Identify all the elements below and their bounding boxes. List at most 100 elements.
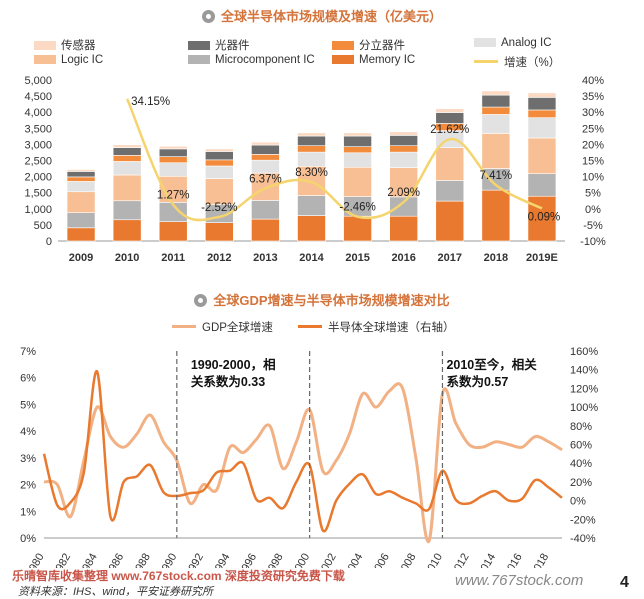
y-tick-label: 1% (20, 506, 36, 518)
legend-label: Microcomponent IC (215, 54, 315, 66)
bar-segment (205, 148, 234, 152)
bar-segment (251, 144, 280, 155)
y2-tick-label: -20% (570, 514, 596, 526)
bar-segment (112, 147, 142, 156)
legend-swatch (474, 38, 496, 47)
source-note: 资料来源：IHS、wind，平安证券研究所 (18, 586, 213, 598)
bar-segment (435, 108, 465, 113)
x-tick-label: 2012 (207, 252, 231, 264)
y2-tick-label: 40% (582, 75, 604, 87)
growth-data-label: 6.37% (249, 173, 282, 185)
annotation-1990-2000: 1990-2000，相 (191, 357, 276, 372)
bar-segment (205, 165, 234, 179)
bar-segment (389, 196, 418, 217)
bar-segment (481, 90, 511, 96)
bar-segment (205, 151, 234, 161)
bar-segment (251, 154, 280, 161)
y2-tick-label: 25% (582, 123, 604, 135)
gdp-growth-line (43, 382, 563, 544)
bar-segment (112, 200, 142, 221)
x-tick-label: 012 (452, 552, 472, 569)
x-tick-label: 988 (133, 552, 153, 569)
legend-swatch (188, 41, 210, 50)
bar-segment (251, 141, 280, 146)
growth-data-label: -2.46% (339, 202, 375, 214)
x-tick-label: 998 (266, 552, 286, 569)
y-tick-label: 5% (20, 399, 36, 411)
legend-label: 增速（%） (504, 57, 561, 69)
growth-data-label: 0.09% (528, 212, 561, 224)
y-tick-label: 0 (46, 236, 52, 248)
legend-label: Memory IC (359, 54, 416, 66)
bar-segment (66, 181, 96, 193)
growth-data-label: 7.41% (480, 170, 513, 182)
y-tick-label: 500 (34, 220, 52, 232)
semiconductor-growth-line (42, 370, 563, 533)
legend-line-swatch (474, 60, 498, 63)
y2-tick-label: 80% (570, 421, 592, 433)
bar-segment (158, 162, 188, 177)
chart1-title-text: 全球半导体市场规模及增速（亿美元） (220, 9, 442, 24)
y-tick-label: 3% (20, 453, 36, 465)
legend-swatch (332, 41, 354, 50)
y-tick-label: 6% (20, 373, 36, 385)
growth-data-label: 21.62% (430, 124, 469, 136)
x-tick-label: 2014 (299, 252, 324, 264)
bar-segment (66, 191, 96, 213)
chart2-plot: 0% 1% 2% 3% 4% 5% 6% 7% -40% -20% 0% 20% 40% 60% 80% 10… (20, 346, 598, 569)
bar-segment (66, 169, 96, 172)
legend-swatch (188, 55, 210, 64)
x-tick-label: 2010 (115, 252, 139, 264)
legend-item-discrete: 分立器件 (332, 37, 405, 53)
x-tick-label: 004 (346, 552, 366, 569)
bar-segment (343, 132, 372, 137)
bar-segment (343, 135, 372, 147)
legend-label: 光器件 (215, 40, 250, 52)
bar-segment (389, 131, 418, 136)
annotation-1990-2000: 关系数为0.33 (191, 374, 265, 389)
y-tick-label: 1,000 (24, 204, 52, 216)
chart2-title: 全球GDP增速与半导体市场规模增速对比 (0, 290, 644, 309)
chart2-title-text: 全球GDP增速与半导体市场规模增速对比 (213, 293, 450, 308)
y2-tick-label: 0% (570, 496, 586, 508)
y2-tick-label: 35% (582, 91, 604, 103)
x-tick-label: 014 (479, 552, 499, 569)
y-tick-label: 2,000 (24, 172, 52, 184)
bar-segment (112, 144, 142, 148)
y2-tick-label: 140% (570, 365, 598, 377)
x-tick-label: 2019E (526, 252, 558, 264)
x-tick-label: 984 (80, 552, 100, 569)
bar-segment (481, 114, 511, 134)
legend-item-semi: 半导体全球增速（右轴） (298, 319, 455, 335)
bar-segment (435, 200, 465, 242)
bar-segment (297, 135, 326, 146)
bar-segment (112, 219, 142, 242)
bar-segment (158, 148, 188, 157)
legend-item-logic: Logic IC (34, 54, 103, 66)
x-tick-label: 994 (213, 552, 233, 569)
annotation-2010-now: 2010至今，相关 (446, 357, 537, 372)
y2-tick-label: 5% (585, 188, 601, 200)
bar-segment (158, 221, 188, 242)
chart1-title: 全球半导体市场规模及增速（亿美元） (0, 6, 644, 25)
bar-segment (389, 167, 418, 198)
x-tick-label: 986 (107, 552, 127, 569)
bar-segment (251, 172, 280, 201)
bar-segment (158, 145, 188, 150)
bar-segment (527, 137, 557, 175)
bar-segment (205, 159, 234, 167)
bar-segment (527, 92, 557, 98)
y2-tick-label: -40% (570, 533, 596, 545)
x-tick-label: 2018 (484, 252, 508, 264)
y-tick-label: 3,000 (24, 139, 52, 151)
y-tick-label: 7% (20, 346, 36, 358)
y2-tick-label: 20% (582, 139, 604, 151)
x-tick-label: 010 (425, 552, 445, 569)
legend-label: Analog IC (501, 37, 552, 49)
annotation-2010-now: 系数为0.57 (446, 374, 508, 389)
bar-segment (297, 151, 326, 167)
legend-item-growth: 增速（%） (474, 54, 560, 70)
y-tick-label: 2,500 (24, 156, 52, 168)
legend-label: 分立器件 (359, 40, 405, 52)
bar-segment (389, 145, 418, 153)
